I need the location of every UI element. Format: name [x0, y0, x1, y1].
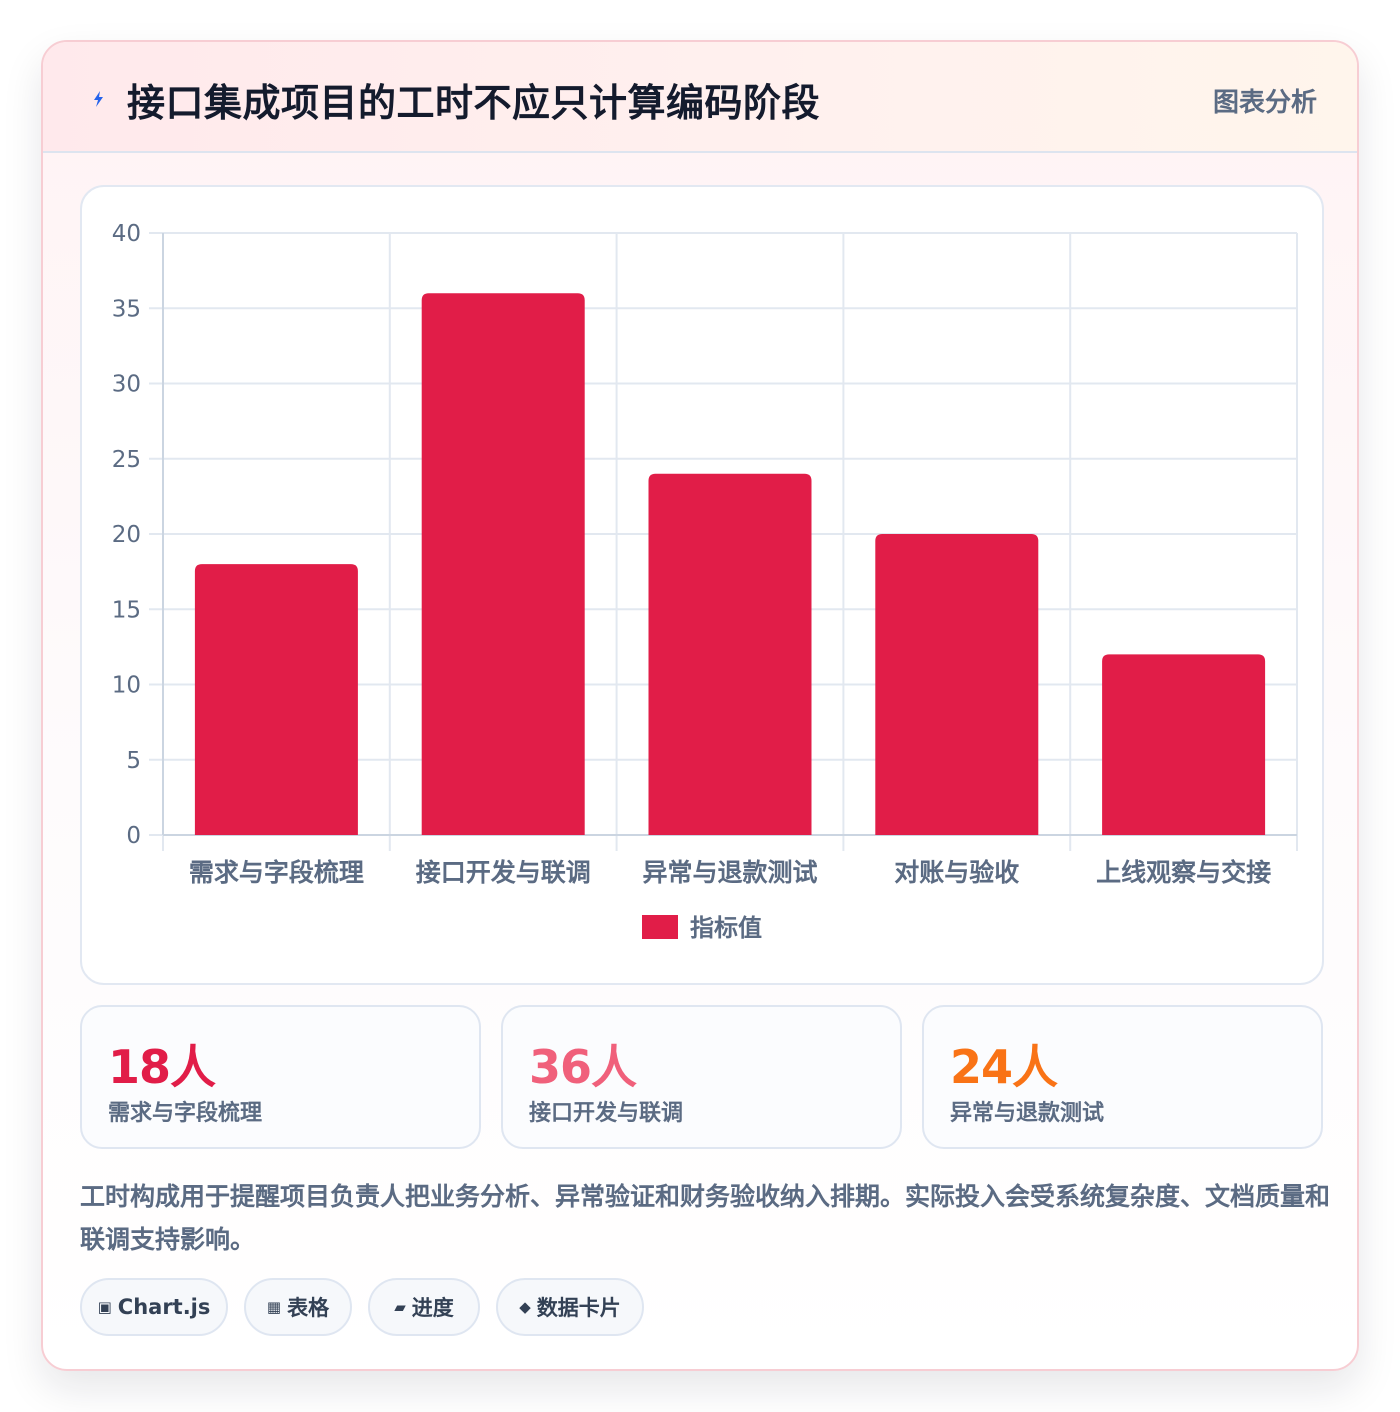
- bar: [194, 564, 358, 835]
- stat-value: 36人: [529, 1040, 637, 1094]
- lightning-bolt-icon: [94, 91, 103, 107]
- y-tick-label: 40: [112, 221, 141, 247]
- y-tick-label: 0: [126, 823, 141, 849]
- x-tick-label: 上线观察与交接: [1096, 858, 1271, 887]
- stat-value: 18人: [108, 1040, 216, 1094]
- chip-label: Chart.js: [117, 1295, 211, 1319]
- bar: [875, 534, 1039, 835]
- chip-label: 数据卡片: [536, 1296, 621, 1320]
- page-title: 接口集成项目的工时不应只计算编码阶段: [127, 81, 821, 125]
- y-tick-label: 10: [112, 673, 141, 699]
- y-tick-label: 35: [112, 296, 141, 322]
- y-tick-label: 30: [112, 372, 141, 398]
- table-icon: ▦: [266, 1298, 282, 1316]
- bar: [1102, 654, 1266, 835]
- x-tick-label: 需求与字段梳理: [189, 858, 364, 887]
- bar: [421, 293, 585, 835]
- chip-label: 进度: [411, 1296, 454, 1320]
- stat-card: 36人 接口开发与联调: [501, 1005, 902, 1149]
- chip-data-card[interactable]: ◆ 数据卡片: [496, 1278, 644, 1336]
- chip-label: 表格: [287, 1296, 330, 1320]
- chip-progress[interactable]: ▰ 进度: [368, 1278, 480, 1336]
- y-tick-label: 15: [112, 597, 141, 623]
- chip-chartjs[interactable]: ▣ Chart.js: [80, 1278, 228, 1336]
- stat-value: 24人: [950, 1040, 1058, 1094]
- stat-label: 需求与字段梳理: [108, 1101, 263, 1126]
- x-tick-label: 对账与验收: [894, 858, 1019, 887]
- x-tick-label: 异常与退款测试: [642, 858, 817, 887]
- y-tick-label: 20: [112, 522, 141, 548]
- card-icon: ◆: [519, 1298, 531, 1316]
- chart-analysis-badge: 图表分析: [1212, 88, 1317, 118]
- tag-chips: ▣ Chart.js ▦ 表格 ▰ 进度 ◆ 数据卡片: [80, 1278, 1324, 1336]
- y-tick-label: 5: [126, 748, 141, 774]
- bar-chart: 0 5 10 15 20 25 30 35 40 需求与字段梳理 接口开发与联调 异常与退款测试 对账与…: [112, 221, 1298, 942]
- chip-table[interactable]: ▦ 表格: [244, 1278, 352, 1336]
- legend-label: 指标值: [690, 914, 762, 942]
- chart-description: 工时构成用于提醒项目负责人把业务分析、异常验证和财务验收纳入排期。实际投入会受系…: [80, 1182, 1331, 1254]
- x-tick-label: 接口开发与联调: [416, 858, 591, 887]
- stat-label: 异常与退款测试: [950, 1101, 1105, 1126]
- legend-swatch: [642, 915, 678, 939]
- chart-panel: 0 5 10 15 20 25 30 35 40 需求与字段梳理 接口开发与联调 异常与退款测试 对账与…: [80, 185, 1324, 985]
- progress-icon: ▰: [394, 1298, 406, 1316]
- card-header: 接口集成项目的工时不应只计算编码阶段 图表分析: [43, 42, 1357, 153]
- stat-card: 24人 异常与退款测试: [922, 1005, 1323, 1149]
- stat-cards: 18人 需求与字段梳理 36人 接口开发与联调 24人 异常与退款测试: [80, 1005, 1324, 1149]
- chart-card: 接口集成项目的工时不应只计算编码阶段 图表分析 0 5 10 15 20 25 30 35 40…: [41, 40, 1359, 1371]
- chart-icon: ▣: [97, 1298, 112, 1316]
- bar: [648, 473, 812, 835]
- y-tick-label: 25: [112, 447, 141, 473]
- stat-label: 接口开发与联调: [529, 1101, 684, 1126]
- stat-card: 18人 需求与字段梳理: [80, 1005, 481, 1149]
